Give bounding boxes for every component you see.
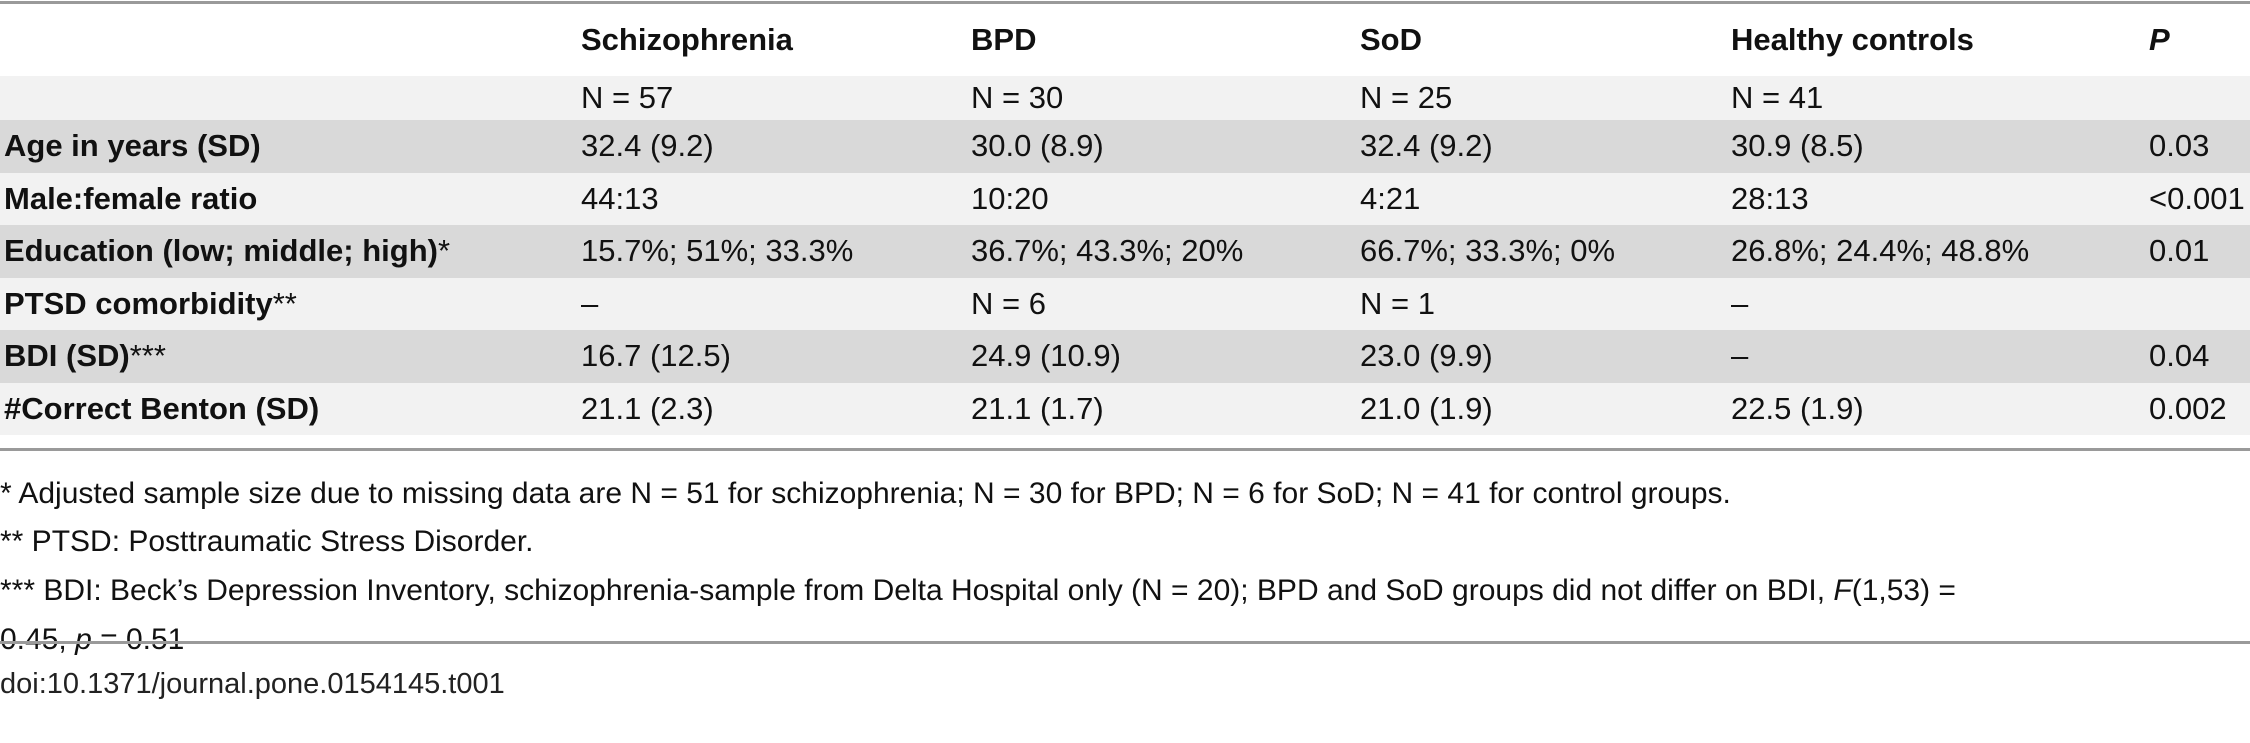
table-cell: 15.7%; 51%; 33.3% bbox=[581, 233, 854, 269]
row-label: Male:female ratio bbox=[4, 180, 258, 216]
table-cell: 21.1 (1.7) bbox=[971, 390, 1104, 426]
table-cell: 32.4 (9.2) bbox=[1360, 128, 1493, 164]
table-cell: 32.4 (9.2) bbox=[581, 128, 714, 164]
table-bottom-rule bbox=[0, 448, 2250, 451]
table-cell: 44:13 bbox=[581, 180, 659, 216]
header-bpd: BPD bbox=[971, 22, 1037, 57]
table-row: #Correct Benton (SD) 21.1 (2.3) 21.1 (1.… bbox=[0, 382, 2250, 435]
table-cell: 4:21 bbox=[1360, 180, 1421, 216]
table-cell: – bbox=[581, 285, 599, 321]
footnote-bottom-rule bbox=[0, 641, 2250, 644]
table-cell: N = 25 bbox=[1360, 80, 1453, 115]
table-cell: N = 57 bbox=[581, 80, 674, 115]
footnote-3: *** BDI: Beck’s Depression Inventory, sc… bbox=[0, 574, 1956, 656]
p-value-cell: 0.04 bbox=[2149, 338, 2210, 374]
header-p-value: P bbox=[2149, 22, 2170, 57]
p-value-cell bbox=[2145, 278, 2250, 331]
table-cell: 26.8%; 24.4%; 48.8% bbox=[1731, 233, 2030, 269]
table-cell: N = 30 bbox=[971, 80, 1064, 115]
table-row: Age in years (SD) 32.4 (9.2) 30.0 (8.9) … bbox=[0, 120, 2250, 173]
table-cell: 21.0 (1.9) bbox=[1360, 390, 1493, 426]
header-sod: SoD bbox=[1360, 22, 1422, 57]
header-empty-cell bbox=[0, 4, 577, 76]
table-cell: 24.9 (10.9) bbox=[971, 338, 1121, 374]
table-cell: 21.1 (2.3) bbox=[581, 390, 714, 426]
table-cell: 36.7%; 43.3%; 20% bbox=[971, 233, 1244, 269]
p-value-cell: 0.01 bbox=[2149, 233, 2210, 269]
table-cell: N = 1 bbox=[1360, 285, 1435, 321]
sample-size-label-cell bbox=[0, 76, 577, 120]
table-cell: – bbox=[1731, 338, 1749, 374]
table-cell bbox=[2145, 76, 2250, 120]
table-cell: 30.9 (8.5) bbox=[1731, 128, 1864, 164]
table-cell: – bbox=[1731, 285, 1749, 321]
table-cell: N = 6 bbox=[971, 285, 1046, 321]
row-label: #Correct Benton (SD) bbox=[4, 390, 320, 426]
header-healthy-controls: Healthy controls bbox=[1731, 22, 1974, 57]
row-label: PTSD comorbidity** bbox=[4, 285, 297, 321]
footnotes: * Adjusted sample size due to missing da… bbox=[0, 476, 2240, 676]
table-row: BDI (SD)*** 16.7 (12.5) 24.9 (10.9) 23.0… bbox=[0, 330, 2250, 383]
header-schizophrenia: Schizophrenia bbox=[581, 22, 793, 57]
table-header-row: Schizophrenia BPD SoD Healthy controls P bbox=[0, 4, 2250, 76]
footnote-1: * Adjusted sample size due to missing da… bbox=[0, 477, 1731, 510]
table-cell: 30.0 (8.9) bbox=[971, 128, 1104, 164]
sample-size-row: N = 57 N = 30 N = 25 N = 41 bbox=[0, 76, 2250, 120]
table-cell: 23.0 (9.9) bbox=[1360, 338, 1493, 374]
footnote-2: ** PTSD: Posttraumatic Stress Disorder. bbox=[0, 525, 534, 558]
row-label: Age in years (SD) bbox=[4, 128, 261, 164]
table-row: PTSD comorbidity** – N = 6 N = 1 – bbox=[0, 277, 2250, 331]
demographics-table: Schizophrenia BPD SoD Healthy controls P… bbox=[0, 4, 2250, 435]
row-label: BDI (SD)*** bbox=[4, 338, 166, 374]
table-row: Male:female ratio 44:13 10:20 4:21 28:13… bbox=[0, 172, 2250, 225]
row-label: Education (low; middle; high)* bbox=[4, 233, 451, 269]
table-row: Education (low; middle; high)* 15.7%; 51… bbox=[0, 225, 2250, 278]
p-value-cell: <0.001 bbox=[2149, 180, 2245, 216]
doi-label[interactable]: doi:10.1371/journal.pone.0154145.t001 bbox=[0, 668, 505, 700]
p-value-cell: 0.002 bbox=[2149, 390, 2227, 426]
table-cell: 10:20 bbox=[971, 180, 1049, 216]
table-cell: N = 41 bbox=[1731, 80, 1824, 115]
top-rule bbox=[0, 1, 2250, 4]
p-value-cell: 0.03 bbox=[2149, 128, 2210, 164]
table-cell: 16.7 (12.5) bbox=[581, 338, 731, 374]
table-cell: 28:13 bbox=[1731, 180, 1809, 216]
table-cell: 22.5 (1.9) bbox=[1731, 390, 1864, 426]
table-cell: 66.7%; 33.3%; 0% bbox=[1360, 233, 1616, 269]
